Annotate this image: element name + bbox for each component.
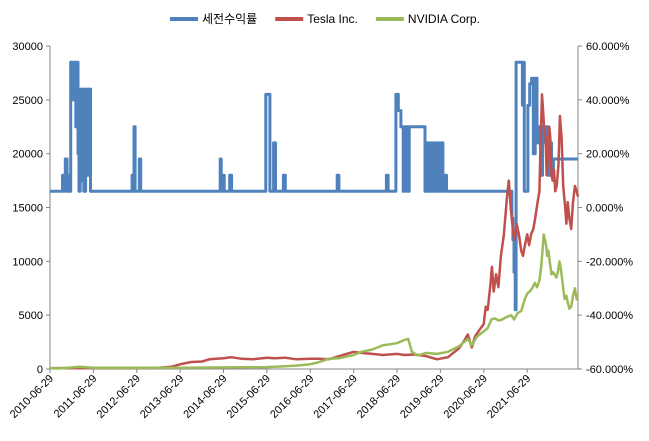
left-tick-label: 30000 (12, 41, 43, 53)
left-tick-label: 20000 (12, 149, 43, 161)
x-tick-label: 2019-06-29 (398, 373, 446, 421)
right-tick-label: 20.000% (586, 149, 630, 161)
right-tick-label: -60.000% (586, 364, 633, 376)
x-tick-label: 2021-06-29 (485, 373, 533, 421)
series-line-1 (50, 60, 578, 312)
x-tick-label: 2014-06-29 (181, 373, 229, 421)
right-tick-label: 0.000% (586, 203, 624, 215)
left-tick-label: 10000 (12, 256, 43, 268)
left-tick-label: 0 (37, 364, 43, 376)
x-tick-label: 2018-06-29 (355, 373, 403, 421)
x-tick-label: 2010-06-29 (8, 373, 56, 421)
right-tick-label: -40.000% (586, 310, 633, 322)
plot-area (49, 60, 580, 370)
left-tick-label: 5000 (19, 310, 43, 322)
x-tick-label: 2012-06-29 (95, 373, 143, 421)
date-axis: 2010-06-292011-06-292012-06-292013-06-29… (8, 368, 578, 421)
left-tick-label: 25000 (12, 95, 43, 107)
x-tick-label: 2017-06-29 (312, 373, 360, 421)
right-tick-label: 60.000% (586, 41, 630, 53)
right-percent-axis: -60.000% -40.000% -20.000% 0.000% 20.000% 40.… (577, 41, 633, 376)
left-value-axis: 0 5000 10000 15000 20000 25000 30000 (12, 41, 51, 376)
left-tick-label: 15000 (12, 203, 43, 215)
x-tick-label: 2020-06-29 (442, 373, 490, 421)
legend-label-3: NVIDIA Corp. (408, 12, 480, 26)
x-tick-label: 2013-06-29 (138, 373, 186, 421)
series-line-3 (49, 233, 579, 370)
series-line-2 (49, 93, 580, 370)
legend-label-1: 세전수익률 (202, 12, 257, 26)
legend: 세전수익률 Tesla Inc. NVIDIA Corp. (170, 12, 480, 26)
x-tick-label: 2016-06-29 (268, 373, 316, 421)
x-tick-label: 2011-06-29 (52, 373, 100, 421)
right-tick-label: 40.000% (586, 95, 630, 107)
right-tick-label: -20.000% (586, 256, 633, 268)
legend-label-2: Tesla Inc. (307, 12, 358, 26)
x-tick-label: 2015-06-29 (225, 373, 273, 421)
